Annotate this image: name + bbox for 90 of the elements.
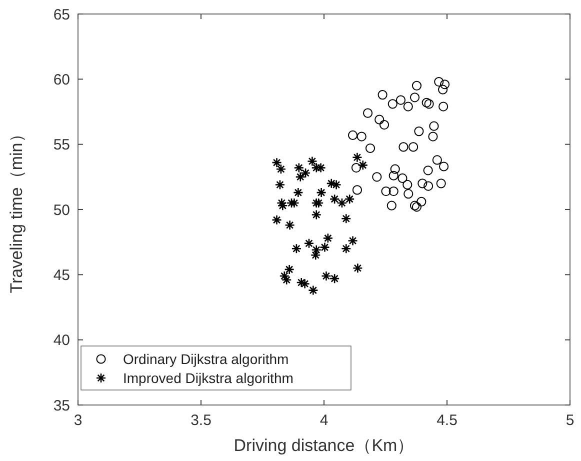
point	[348, 130, 358, 140]
y-tick-label: 35	[53, 397, 70, 414]
point	[381, 186, 391, 196]
point	[439, 162, 449, 172]
point	[432, 155, 442, 165]
point	[390, 164, 400, 174]
legend-label: Ordinary Dijkstra algorithm	[123, 350, 289, 367]
point	[404, 189, 414, 199]
x-axis-title: Driving distance（Km）	[234, 436, 414, 455]
point	[326, 178, 337, 189]
point	[414, 126, 424, 136]
point	[276, 164, 286, 174]
point	[311, 210, 322, 220]
point	[296, 277, 307, 288]
point	[388, 99, 398, 109]
point	[416, 196, 426, 206]
point	[281, 274, 292, 286]
point	[412, 80, 422, 90]
x-tick-label: 4	[320, 412, 328, 429]
point	[429, 121, 439, 131]
point	[304, 238, 314, 249]
y-tick-label: 65	[53, 6, 70, 24]
y-tick-label: 50	[53, 202, 70, 219]
point	[329, 194, 340, 204]
point	[388, 170, 398, 180]
point	[398, 173, 408, 184]
x-tick-label: 3	[74, 412, 82, 429]
point	[289, 198, 300, 208]
point	[372, 172, 382, 182]
point	[438, 102, 448, 112]
point	[428, 132, 438, 142]
point	[438, 84, 448, 94]
point	[424, 181, 434, 191]
point	[398, 142, 408, 152]
point	[351, 162, 362, 173]
point	[418, 178, 428, 188]
point	[340, 243, 352, 254]
point	[352, 263, 363, 274]
point	[348, 236, 358, 246]
point	[307, 156, 318, 166]
point	[378, 90, 388, 100]
point	[308, 285, 318, 296]
point	[358, 160, 368, 170]
point	[321, 270, 332, 282]
point	[316, 162, 326, 173]
point	[402, 180, 412, 190]
point	[374, 114, 384, 124]
x-tick-label: 3.5	[190, 412, 212, 429]
point	[329, 273, 340, 284]
point	[331, 180, 342, 190]
point	[423, 166, 433, 176]
point	[436, 178, 446, 188]
point	[274, 180, 286, 190]
point	[352, 185, 362, 195]
y-tick-label: 45	[53, 266, 70, 284]
point	[293, 187, 304, 198]
point	[410, 92, 420, 102]
point	[291, 243, 302, 254]
point	[272, 157, 282, 168]
point	[365, 143, 376, 154]
point	[276, 198, 287, 208]
point	[362, 108, 373, 118]
point	[340, 213, 352, 224]
x-tick-label: 4.5	[436, 412, 458, 429]
point	[284, 220, 295, 230]
point	[356, 132, 366, 142]
point	[279, 270, 290, 282]
point	[272, 214, 282, 226]
y-axis-title: Traveling time（min）	[7, 126, 26, 294]
point	[396, 95, 406, 105]
point	[424, 99, 434, 109]
point	[403, 102, 413, 112]
point	[294, 162, 304, 173]
point	[322, 233, 334, 244]
y-tick-label: 60	[53, 71, 70, 88]
point	[440, 80, 450, 90]
point	[316, 187, 326, 198]
point	[388, 186, 398, 196]
x-tick-label: 5	[566, 412, 574, 429]
point	[352, 152, 362, 163]
y-tick-label: 40	[53, 332, 70, 350]
point	[386, 200, 396, 210]
y-tick-label: 55	[53, 136, 70, 154]
point	[300, 278, 310, 289]
point	[284, 264, 294, 275]
point	[434, 76, 444, 87]
point	[379, 120, 390, 130]
point	[422, 98, 432, 108]
point	[408, 142, 418, 152]
legend-label: Improved Dijkstra algorithm	[123, 370, 294, 386]
